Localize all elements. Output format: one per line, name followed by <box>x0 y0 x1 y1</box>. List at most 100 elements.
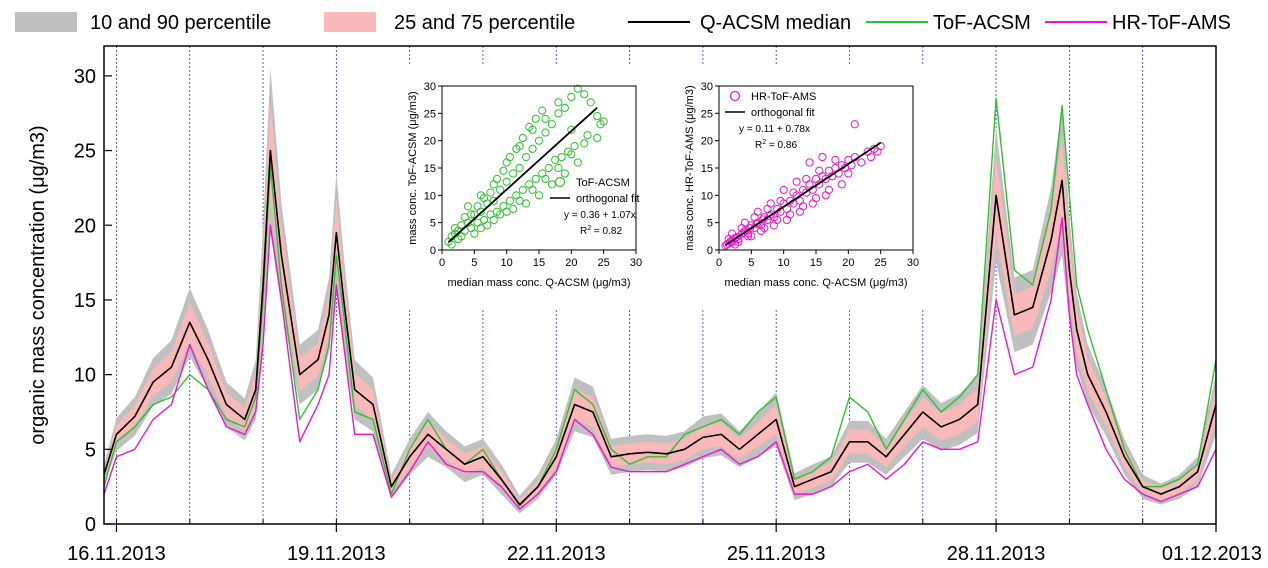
inset-x-axis-label: median mass conc. Q-ACSM (μg/m3) <box>448 277 631 289</box>
y-tick-label-5: 25 <box>74 141 96 163</box>
scatter-point-90 <box>580 139 589 148</box>
inset-x-tick-label-4: 20 <box>842 257 854 269</box>
inset-x-axis-label: median mass conc. Q-ACSM (μg/m3) <box>725 277 908 289</box>
inset-legend-marker <box>729 90 741 102</box>
scatter-point-78 <box>531 114 540 123</box>
scatter-point-91 <box>593 133 602 143</box>
scatter-point-22 <box>515 163 524 173</box>
x-tick-label-1: 19.11.2013 <box>287 543 386 565</box>
legend-label-hr: HR-ToF-AMS <box>1112 12 1231 34</box>
scatter-point-32 <box>547 120 557 129</box>
scatter-point-64 <box>844 169 853 178</box>
series-line-tof <box>103 97 1217 507</box>
inset-x-tick-label-1: 5 <box>471 257 477 269</box>
scatter-point-41 <box>580 90 589 99</box>
scatter-point-28 <box>534 136 544 145</box>
scatter-point-44 <box>593 111 602 121</box>
scatter-point-46 <box>599 117 608 126</box>
scatter-point-18 <box>502 177 511 186</box>
y-axis-ticks: 0 5 10 15 20 25 30 <box>74 66 112 536</box>
inset-x-tick-label-5: 25 <box>875 257 887 269</box>
scatter-point-16 <box>496 185 505 194</box>
band-25-75-area <box>104 102 1216 510</box>
scatter-point-87 <box>745 224 755 233</box>
inset-y-tick-label-1: 5 <box>430 218 436 230</box>
scatter-point-58 <box>805 158 814 167</box>
inset-y-tick-label-0: 0 <box>430 245 436 257</box>
scatter-point-14 <box>489 196 498 205</box>
scatter-point-82 <box>476 224 485 233</box>
scatter-point-73 <box>776 196 785 205</box>
scatter-point-56 <box>792 177 801 186</box>
x-axis-ticks: 16.11.2013 19.11.2013 22.11.2013 25.11.2013… <box>67 519 1262 565</box>
scatter-point-77 <box>802 174 811 184</box>
scatter-point-49 <box>747 232 756 241</box>
inset-x-tick-label-3: 15 <box>533 257 545 269</box>
inset-r-squared-exp: 2 <box>762 139 766 146</box>
scatter-point-62 <box>560 169 569 178</box>
scatter-point-29 <box>815 180 824 189</box>
scatter-point-68 <box>467 210 476 219</box>
scatter-point-45 <box>850 120 859 129</box>
fit-line <box>447 106 598 243</box>
y-tick-label-0: 0 <box>85 514 96 536</box>
scatter-point-70 <box>479 193 489 203</box>
scatter-point-87 <box>541 174 550 184</box>
scatter-point-62 <box>831 155 840 164</box>
scatter-point-74 <box>782 215 792 225</box>
y-tick-label-2: 10 <box>74 365 96 387</box>
inset-equation: y = 0.36 + 1.07x <box>564 210 636 221</box>
x-tick-label-4: 28.11.2013 <box>947 543 1046 565</box>
inset-x-tick-label-5: 25 <box>598 257 610 269</box>
scatter-point-78 <box>808 199 817 208</box>
time-series-lines <box>103 97 1217 510</box>
inset-r-squared-value: = 0.82 <box>591 226 622 237</box>
inset-equation: y = 0.11 + 0.78x <box>739 124 810 135</box>
y-axis-label: organic mass concentration (μg/m3) <box>27 125 49 444</box>
inset-r-squared-value: = 0.86 <box>766 140 797 151</box>
y-tick-label-1: 5 <box>85 439 96 461</box>
scatter-point-43 <box>586 98 595 107</box>
scatter-point-85 <box>515 196 524 205</box>
inset-r-squared: R2 = 0.82 <box>580 225 622 237</box>
inset-y-axis-label: mass conc. HR-ToF-AMS (μg/m3) <box>684 85 696 250</box>
scatter-point-48 <box>470 229 479 238</box>
scatter-point-73 <box>499 166 508 175</box>
inset-y-tick-label-1: 5 <box>707 218 713 230</box>
scatter-point-40 <box>573 84 582 93</box>
scatter-point-80 <box>821 191 830 200</box>
scatter-point-70 <box>756 226 766 235</box>
scatter-point-71 <box>486 188 495 197</box>
scatter-point-84 <box>726 237 735 246</box>
scatter-point-19 <box>505 196 514 205</box>
scatter-point-42 <box>583 131 592 140</box>
legend-swatch-p25-75 <box>324 12 376 32</box>
scatter-point-72 <box>769 221 779 230</box>
inset-y-tick-label-4: 20 <box>701 136 713 148</box>
scatter-point-54 <box>779 185 788 194</box>
y-tick-label-6: 30 <box>74 66 96 88</box>
scatter-point-79 <box>538 106 547 115</box>
fit-line <box>724 142 882 246</box>
inset-y-tick-label-2: 10 <box>424 190 436 202</box>
inset-x-tick-label-6: 30 <box>630 257 642 269</box>
scatter-point-76 <box>795 207 804 216</box>
inset-x-tick-label-3: 15 <box>810 257 822 269</box>
scatter-point-81 <box>866 152 876 162</box>
inset-x-tick-label-1: 5 <box>748 257 754 269</box>
inset-x-tick-label-2: 10 <box>778 257 790 269</box>
scatter-point-30 <box>541 128 550 137</box>
legend-label-p25-75: 25 and 75 percentile <box>394 12 575 34</box>
inset-legend-points: ToF-ACSM <box>576 177 630 189</box>
inset-x-tick-label-6: 30 <box>907 257 919 269</box>
scatter-point-85 <box>733 232 742 241</box>
legend-swatch-p10-90 <box>15 12 77 32</box>
inset-y-tick-label-5: 25 <box>701 108 713 120</box>
scatter-point-84 <box>502 207 511 216</box>
x-tick-label-5: 01.12.2013 <box>1162 543 1262 565</box>
scatter-point-23 <box>518 185 527 194</box>
scatter-point-35 <box>557 152 566 162</box>
scatter-point-41 <box>857 158 866 167</box>
scatter-point-82 <box>873 147 882 156</box>
